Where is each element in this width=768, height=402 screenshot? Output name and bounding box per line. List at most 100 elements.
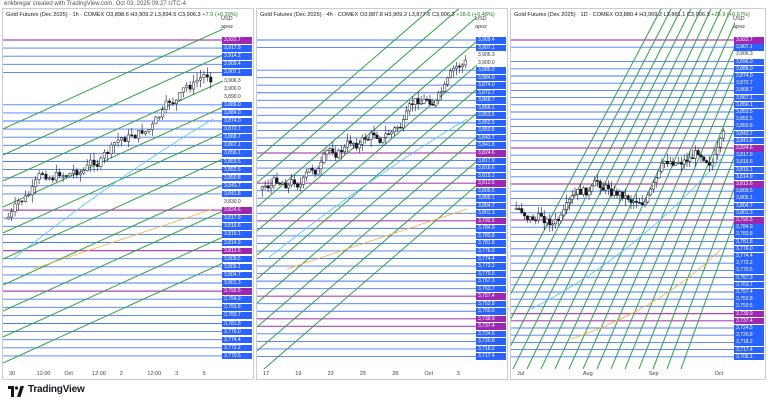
price-label: 3,815.1 xyxy=(734,166,764,174)
time-label: 12:00 xyxy=(147,371,162,377)
price-label: 3,781.8 xyxy=(734,238,764,246)
price-label: 3,809.5 xyxy=(734,188,764,195)
candle-body xyxy=(710,162,714,166)
currency-label: USD apoz xyxy=(221,15,251,31)
candle-body xyxy=(137,130,141,139)
price-label: 3,792.5 xyxy=(222,288,252,295)
price-label: 3,717.4 xyxy=(734,346,764,354)
candle-body xyxy=(437,92,441,101)
time-label: 28 xyxy=(392,371,399,377)
candle-body xyxy=(331,148,335,153)
price-label: 3,805.1 xyxy=(222,263,252,271)
candle-body xyxy=(343,146,347,153)
candle-body xyxy=(78,172,82,176)
candle-body xyxy=(523,212,527,217)
price-label: 3,907.1 xyxy=(222,69,252,76)
candle-body xyxy=(366,139,370,141)
time-axis[interactable]: 30 12:00 Oct 12:00 2 12:00 3 5 xyxy=(3,369,253,379)
price-label: 3,852.5 xyxy=(222,166,252,174)
price-label: 3,739.9 xyxy=(734,310,764,318)
candle-body xyxy=(126,134,130,142)
candle-body xyxy=(102,151,106,159)
price-label: 3,814.9 xyxy=(734,173,764,181)
price-label: 3,776.0 xyxy=(734,245,764,253)
candle-body xyxy=(310,167,314,171)
price-axis[interactable]: 3,922.7 3,917.9 3,914.2 3,909.4 3,907.1 3,906… xyxy=(221,9,253,379)
candle-body xyxy=(10,211,14,218)
candle-body xyxy=(573,194,577,196)
plot-area[interactable] xyxy=(3,9,223,369)
candle-body xyxy=(150,123,154,130)
price-label: 3,772.2 xyxy=(734,260,764,267)
price-axis[interactable]: 3,909.4 3,907.1 3,906.3 3,900.0 3,886.0 3,884… xyxy=(475,9,507,379)
time-axis[interactable]: 17 19 23 25 28 Oct 3 xyxy=(257,369,507,379)
price-label: 3,917.9 xyxy=(222,45,252,52)
candle-body xyxy=(296,183,299,188)
trend-channel-line xyxy=(610,69,735,369)
candle-body xyxy=(346,140,349,148)
price-label: 3,792.5 xyxy=(734,217,764,224)
time-label: 12:00 xyxy=(36,371,51,377)
candle-body xyxy=(632,200,636,203)
price-label: 3,900.0 xyxy=(224,85,241,92)
candle-body xyxy=(157,116,161,119)
candle-body xyxy=(584,187,588,196)
trend-channel-line xyxy=(3,184,223,286)
candle-body xyxy=(539,213,543,217)
trend-channel-line xyxy=(3,132,223,234)
plot-area[interactable] xyxy=(511,9,735,369)
time-label: 19 xyxy=(295,371,302,377)
candle-body xyxy=(322,153,326,163)
chart-panel-1h[interactable]: Gold Futures (Dec 2025) · 1h · COMEX O3,… xyxy=(2,8,254,380)
price-label: 3,757.4 xyxy=(476,293,506,300)
price-label: 3,767.3 xyxy=(476,278,506,285)
candle-body xyxy=(685,159,689,162)
trend-channel-line xyxy=(3,80,223,182)
price-axis[interactable]: 3,922.7 3,907.1 3,906.3 3,896.0 3,886.0 3,874… xyxy=(733,9,765,379)
candle-body xyxy=(413,98,417,105)
price-label: 3,872.7 xyxy=(222,126,252,133)
candle-body xyxy=(556,219,560,221)
candle-body xyxy=(65,175,69,177)
candle-body xyxy=(154,116,158,125)
currency-sub: apoz xyxy=(733,24,745,30)
trend-channel-line xyxy=(3,54,223,156)
candle-body xyxy=(537,213,541,221)
price-label: 3,815.1 xyxy=(476,172,506,180)
price-label: 3,718.2 xyxy=(476,345,506,353)
price-label: 3,850.8 xyxy=(476,127,506,134)
plot-area[interactable] xyxy=(257,9,477,369)
chart-credit: erikbregar created with TradingView.com,… xyxy=(4,1,186,7)
trend-channel-line xyxy=(257,112,477,304)
price-label: 3,868.7 xyxy=(222,134,252,141)
moving-average-line xyxy=(570,248,722,340)
candle-body xyxy=(665,160,669,164)
tradingview-logo[interactable]: TradingView xyxy=(8,384,85,397)
trend-channel-line xyxy=(638,124,735,369)
candle-body xyxy=(548,218,552,226)
trend-channel-line xyxy=(257,40,477,232)
candle-body xyxy=(106,151,110,155)
currency-sub: apoz xyxy=(475,24,487,30)
candle-body xyxy=(626,195,630,200)
moving-average-line xyxy=(530,158,722,310)
time-axis[interactable]: Jul Aug Sep Oct xyxy=(511,369,765,379)
chart-panel-1d[interactable]: Gold Futures (Dec 2025) · 1D · COMEX O3,… xyxy=(510,8,766,380)
trend-channel-line xyxy=(3,236,223,338)
trend-channel-line xyxy=(652,153,735,369)
price-label: 3,801.3 xyxy=(222,280,252,287)
price-label: 3,843.7 xyxy=(222,182,252,190)
candle-body xyxy=(635,200,639,203)
price-label: 3,874.0 xyxy=(476,82,506,89)
candle-body xyxy=(61,175,65,177)
candle-body xyxy=(71,170,75,174)
chart-panel-4h[interactable]: Gold Futures (Dec 2025) · 4h · COMEX O3,… xyxy=(256,8,508,380)
candle-body xyxy=(528,216,532,220)
price-label: 3,874.0 xyxy=(734,73,764,80)
price-label: 3,824.6 xyxy=(734,145,764,152)
candle-body xyxy=(307,167,311,173)
price-label: 3,906.3 xyxy=(224,77,241,84)
candle-body xyxy=(164,100,168,110)
candle-body xyxy=(34,179,38,188)
candle-body xyxy=(293,179,297,185)
